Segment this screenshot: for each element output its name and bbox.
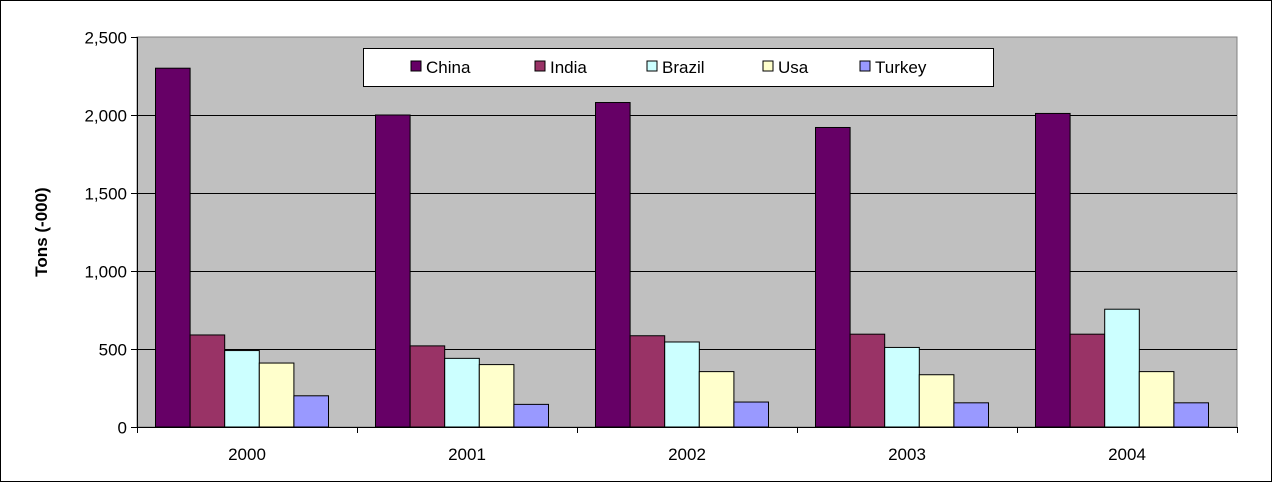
y-tick-label: 0 [118,419,127,438]
bar-usa-2003 [918,374,955,428]
bar-turkey-2004 [1173,402,1210,428]
bar-turkey-2001 [513,403,550,428]
axes: 0 500 1,000 1,500 2,000 2,500 2000 2001 2002 2003… [84,29,1238,464]
bar-brazil-2000 [224,350,260,428]
y-axis-title: Tons (-000) [32,187,51,276]
y-tick-label: 1,500 [84,185,127,204]
x-tick-label: 2002 [668,445,706,464]
bar-india-2002 [629,335,666,428]
legend-swatch-india [534,60,546,72]
x-tick-label: 2004 [1108,445,1146,464]
legend-swatch-turkey [859,60,871,72]
bar-turkey-2000 [293,395,329,428]
legend-swatch-china [410,60,422,72]
bar-india-2004 [1069,333,1106,428]
bars [155,67,1210,428]
legend-label-india: India [550,58,587,77]
x-tick-label: 2003 [888,445,926,464]
bar-brazil-2003 [884,346,920,428]
bar-china-2002 [595,102,631,428]
legend-label-usa: Usa [778,58,809,77]
bar-usa-2002 [698,371,735,428]
legend: China India Brazil Usa Turkey [363,48,994,87]
bar-turkey-2003 [953,402,990,428]
legend-swatch-brazil [646,60,658,72]
bar-turkey-2002 [733,401,770,428]
bar-brazil-2004 [1104,308,1140,428]
bar-brazil-2002 [664,341,700,428]
x-tick-label: 2001 [448,445,486,464]
bar-china-2000 [155,67,191,428]
bar-china-2004 [1035,112,1071,428]
bar-china-2003 [815,126,851,428]
y-tick-label: 2,500 [84,29,127,48]
y-tick-label: 500 [99,341,127,360]
bar-india-2001 [409,345,446,428]
bar-usa-2004 [1138,371,1175,428]
bar-usa-2001 [478,364,515,428]
bar-china-2001 [375,114,411,428]
bar-usa-2000 [258,362,295,428]
legend-label-china: China [426,58,471,77]
x-tick-label: 2000 [228,445,266,464]
legend-label-turkey: Turkey [875,58,927,77]
bar-india-2000 [189,334,226,428]
y-tick-label: 1,000 [84,263,127,282]
legend-box [363,48,994,87]
bar-brazil-2001 [444,357,480,428]
y-tick-label: 2,000 [84,107,127,126]
bar-india-2003 [849,333,886,428]
legend-swatch-usa [762,60,774,72]
legend-label-brazil: Brazil [662,58,705,77]
